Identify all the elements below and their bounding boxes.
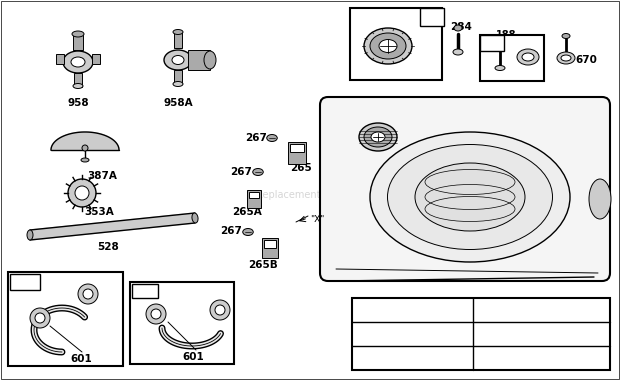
Polygon shape — [51, 132, 119, 150]
Bar — [264, 240, 276, 248]
Text: 188: 188 — [496, 30, 516, 40]
Ellipse shape — [173, 30, 183, 35]
Bar — [480, 35, 544, 81]
Text: "X": "X" — [310, 215, 324, 225]
Text: 187: 187 — [134, 286, 156, 296]
Text: 601: 601 — [182, 352, 204, 362]
Circle shape — [210, 300, 230, 320]
Text: 267: 267 — [220, 226, 242, 236]
Text: 601: 601 — [70, 354, 92, 364]
Ellipse shape — [495, 65, 505, 71]
Circle shape — [68, 179, 96, 207]
Polygon shape — [30, 213, 195, 240]
Bar — [73, 34, 83, 50]
Bar — [188, 50, 210, 70]
Ellipse shape — [517, 49, 539, 65]
Text: 387A: 387A — [87, 171, 117, 181]
Circle shape — [83, 289, 93, 299]
Circle shape — [75, 186, 89, 200]
Ellipse shape — [164, 50, 192, 70]
Bar — [249, 192, 259, 198]
FancyBboxPatch shape — [320, 97, 610, 281]
Bar — [350, 8, 442, 80]
Ellipse shape — [359, 123, 397, 151]
Ellipse shape — [81, 158, 89, 162]
Text: 972: 972 — [422, 10, 442, 20]
Bar — [92, 54, 100, 64]
Ellipse shape — [561, 55, 571, 61]
Circle shape — [35, 313, 45, 323]
Ellipse shape — [370, 33, 406, 59]
Text: eReplacementParts.com: eReplacementParts.com — [250, 190, 370, 200]
Bar — [174, 70, 182, 84]
Ellipse shape — [267, 135, 277, 141]
Text: 267: 267 — [230, 167, 252, 177]
Text: 265A: 265A — [232, 207, 262, 217]
Circle shape — [78, 284, 98, 304]
Bar — [288, 142, 306, 164]
Text: 1 Quart (X=5/16"): 1 Quart (X=5/16") — [374, 329, 451, 339]
Bar — [10, 274, 40, 290]
Ellipse shape — [562, 33, 570, 38]
Ellipse shape — [253, 168, 264, 176]
Text: 1.5 Quart (X=11/16"): 1.5 Quart (X=11/16") — [368, 353, 458, 363]
Ellipse shape — [370, 132, 570, 262]
Ellipse shape — [388, 144, 552, 250]
Text: 528: 528 — [97, 242, 119, 252]
Ellipse shape — [243, 228, 253, 236]
Text: 957: 957 — [418, 68, 440, 78]
Ellipse shape — [364, 127, 392, 147]
Ellipse shape — [371, 132, 385, 142]
Text: 265: 265 — [290, 163, 312, 173]
Text: 958: 958 — [67, 98, 89, 108]
Ellipse shape — [73, 84, 83, 89]
Ellipse shape — [379, 40, 397, 52]
Ellipse shape — [557, 52, 575, 64]
Text: 187A: 187A — [12, 276, 42, 286]
Ellipse shape — [173, 81, 183, 87]
Ellipse shape — [364, 28, 412, 64]
Bar — [480, 35, 504, 51]
Ellipse shape — [496, 40, 504, 44]
Bar — [8, 272, 123, 366]
Text: 265B: 265B — [248, 260, 278, 270]
Ellipse shape — [204, 51, 216, 69]
Text: COLORS: COLORS — [521, 306, 562, 315]
Text: SEE REF. 972: SEE REF. 972 — [502, 329, 582, 339]
Ellipse shape — [172, 55, 184, 65]
Circle shape — [146, 304, 166, 324]
Text: 353A: 353A — [84, 207, 113, 217]
Bar — [290, 144, 304, 152]
Text: TANK SIZE: TANK SIZE — [386, 306, 439, 315]
Circle shape — [215, 305, 225, 315]
Bar — [352, 298, 610, 370]
Ellipse shape — [589, 179, 611, 219]
Text: 670: 670 — [575, 55, 597, 65]
Bar — [74, 73, 82, 87]
Circle shape — [151, 309, 161, 319]
Ellipse shape — [454, 25, 462, 31]
Text: 284: 284 — [450, 22, 472, 32]
Ellipse shape — [453, 49, 463, 55]
Bar — [174, 32, 182, 48]
Ellipse shape — [63, 51, 93, 73]
Text: 188: 188 — [482, 37, 502, 47]
Ellipse shape — [522, 53, 534, 61]
Ellipse shape — [415, 163, 525, 231]
Bar — [247, 190, 261, 208]
Circle shape — [82, 145, 88, 151]
Bar — [262, 238, 278, 258]
Text: 958A: 958A — [163, 98, 193, 108]
Bar — [130, 282, 234, 364]
Ellipse shape — [27, 230, 33, 240]
Circle shape — [30, 308, 50, 328]
Bar — [56, 54, 64, 64]
Bar — [420, 8, 444, 26]
Text: 267: 267 — [245, 133, 267, 143]
Bar — [132, 284, 158, 298]
Ellipse shape — [192, 213, 198, 223]
Ellipse shape — [71, 57, 85, 67]
Ellipse shape — [72, 31, 84, 37]
